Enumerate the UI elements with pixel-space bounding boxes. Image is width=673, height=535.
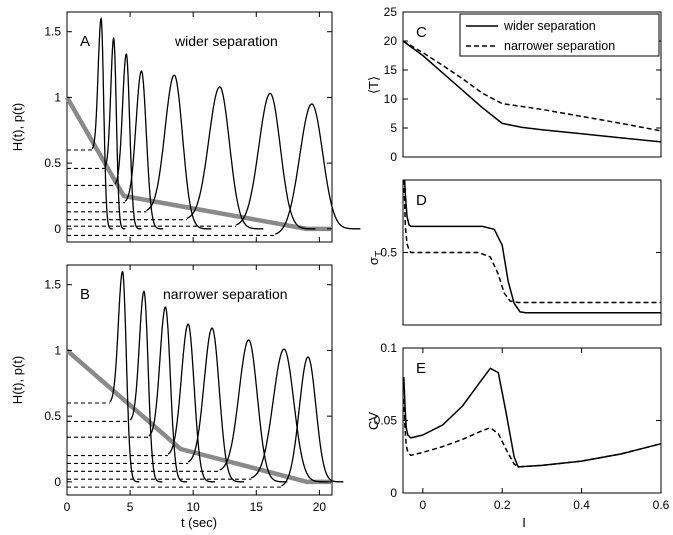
panel-c-letter: C	[416, 24, 427, 41]
E-ytick-label-2: 0.1	[380, 341, 397, 355]
A-peak-6	[235, 92, 316, 230]
panel-b-ylabel: H(t), p(t)	[10, 356, 25, 404]
B-xtick-label-2: 10	[187, 500, 201, 514]
A-ytick-label-1: 0.5	[44, 156, 61, 170]
panel-a-letter: A	[80, 33, 90, 50]
B-ytick-label-1: 0.5	[44, 409, 61, 423]
panel-a-ylabel: H(t), p(t)	[10, 103, 25, 151]
A-peak-4	[146, 74, 212, 230]
E-series-wider	[403, 367, 662, 468]
A-peak-3	[124, 70, 164, 230]
A-peak-1	[104, 36, 126, 230]
C-ytick-label-3: 15	[384, 63, 398, 77]
legend-label-wider: wider separation	[503, 19, 596, 33]
C-series-wider	[402, 40, 662, 143]
C-ytick-label-4: 20	[384, 34, 398, 48]
B-xtick-label-4: 20	[313, 500, 327, 514]
panel-d-letter: D	[416, 192, 427, 209]
A-peak-0	[91, 16, 113, 230]
panel-b-xlabel: t (sec)	[181, 515, 217, 530]
A-peak-7	[274, 103, 361, 235]
C-series-narrower	[402, 40, 662, 132]
panel-d: 0.5 D σT	[366, 179, 662, 326]
panel-e-ylabel: CV	[366, 412, 381, 430]
panel-b: 0 0.5 1 1.5 0 5 10 15 20 B narrower separation H…	[10, 264, 344, 530]
B-xtick-label-0: 0	[64, 500, 71, 514]
E-series-narrower	[403, 398, 662, 468]
panel-e-letter: E	[416, 360, 426, 377]
C-ytick-label-1: 5	[390, 121, 397, 135]
A-ytick-label-3: 1.5	[44, 25, 61, 39]
B-ytick-label-0: 0	[54, 475, 61, 489]
D-series-wider	[403, 179, 661, 314]
panel-b-letter: B	[80, 286, 90, 303]
B-peak-7	[281, 356, 344, 487]
A-peak-2	[114, 52, 142, 230]
panel-c-ylabel: ⟨T⟩	[366, 76, 381, 94]
panel-c: 0 5 10 15 20 25 C ⟨T⟩ wider separation narrow…	[366, 5, 662, 164]
panel-b-annotation: narrower separation	[163, 286, 288, 302]
B-ytick-label-3: 1.5	[44, 278, 61, 292]
panel-a-frame	[66, 11, 333, 243]
B-xtick-label-3: 15	[250, 500, 264, 514]
E-xtick-label-1: 0.2	[494, 498, 511, 512]
B-peak-6	[250, 348, 328, 483]
legend-box	[459, 13, 660, 57]
B-peak-5	[219, 339, 288, 483]
C-ytick-label-5: 25	[384, 5, 398, 19]
E-ytick-label-0: 0	[390, 486, 397, 500]
C-ytick-label-0: 0	[390, 150, 397, 164]
A-peak-5	[186, 86, 264, 230]
panel-e-frame	[402, 347, 662, 494]
E-ytick-label-1: 0.05	[374, 414, 398, 428]
panel-a: 0 0.5 1 1.5 A wider separation H(t), p(t)	[10, 11, 361, 243]
B-peak-1	[129, 290, 163, 483]
B-peak-2	[148, 306, 188, 483]
C-ytick-label-2: 10	[384, 92, 398, 106]
panel-e-xlabel: I	[522, 515, 526, 530]
legend: wider separation narrower separation	[459, 13, 660, 57]
B-peak-4	[187, 327, 244, 483]
E-xtick-label-3: 0.6	[653, 498, 670, 512]
legend-label-narrower: narrower separation	[504, 39, 615, 53]
B-peak-3	[167, 323, 215, 483]
E-xtick-label-2: 0.4	[573, 498, 590, 512]
E-xtick-label-0: 0	[420, 498, 427, 512]
panel-d-ylabel: σT	[366, 251, 385, 265]
A-ytick-label-0: 0	[54, 222, 61, 236]
D-series-narrower	[403, 179, 661, 304]
panel-e: 0 0.05 0.1 0 0.2 0.4 0.6 E CV I	[366, 341, 670, 530]
A-threshold-curve	[65, 96, 332, 232]
B-xtick-label-1: 5	[127, 500, 134, 514]
D-ytick-label-0: 0.5	[380, 246, 397, 260]
B-ytick-label-2: 1	[54, 343, 61, 357]
panel-a-annotation: wider separation	[174, 33, 278, 49]
A-ytick-label-2: 1	[54, 90, 61, 104]
B-peak-0	[109, 270, 140, 483]
